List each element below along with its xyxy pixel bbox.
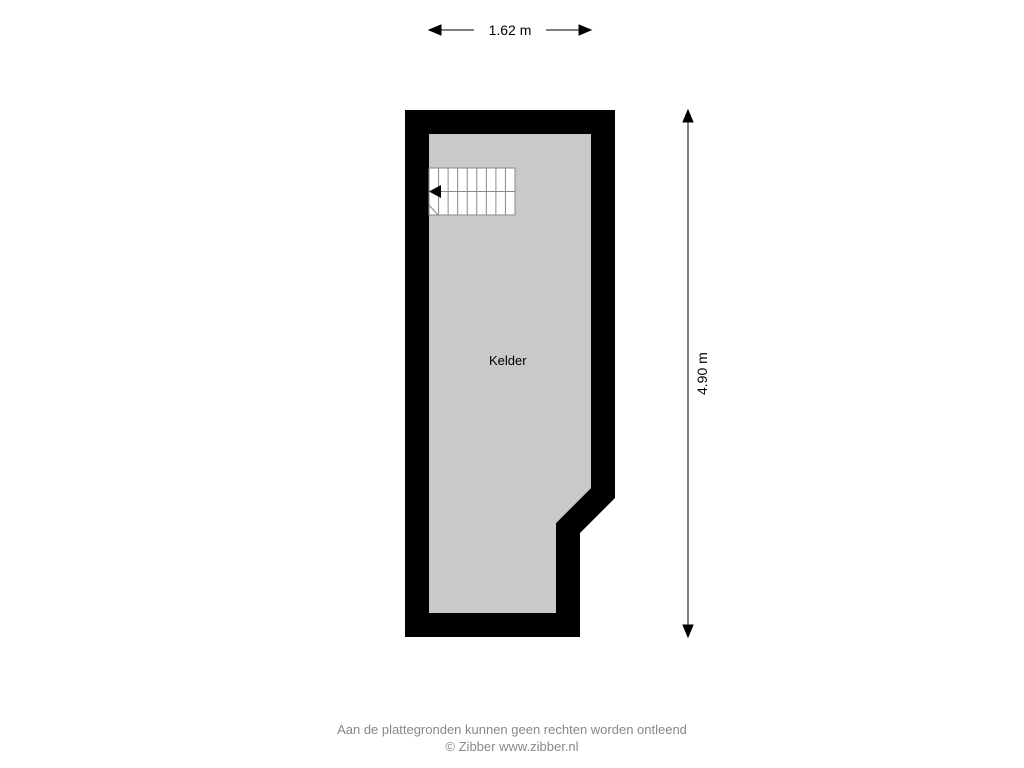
room-label: Kelder: [489, 353, 527, 368]
footer: Aan de plattegronden kunnen geen rechten…: [0, 721, 1024, 756]
dimension-width-label: 1.62 m: [474, 22, 546, 38]
stairs: [429, 168, 515, 215]
floor-plan-svg: [0, 0, 1024, 768]
dimension-height-label: 4.90 m: [694, 110, 710, 637]
floor-plan-canvas: 1.62 m 4.90 m Kelder Aan de plattegronde…: [0, 0, 1024, 768]
footer-copyright: © Zibber www.zibber.nl: [0, 738, 1024, 756]
dimension-height: [683, 110, 693, 637]
footer-disclaimer: Aan de plattegronden kunnen geen rechten…: [0, 721, 1024, 739]
